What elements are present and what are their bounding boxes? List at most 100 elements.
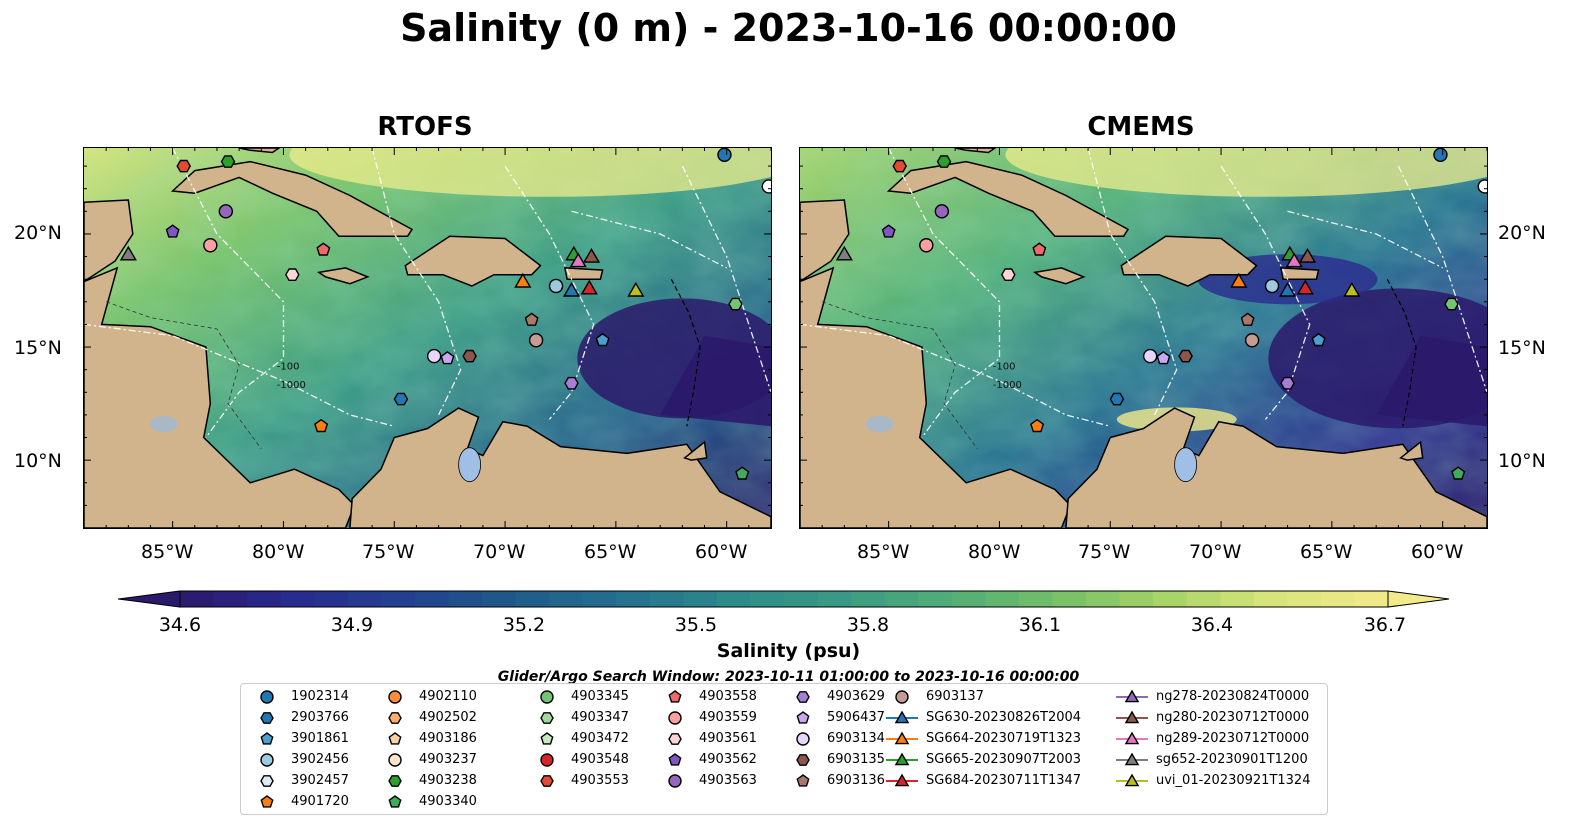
legend-item: 4903558 xyxy=(655,686,757,707)
legend-marker xyxy=(796,710,810,724)
legend-marker xyxy=(540,731,554,745)
legend-symbol xyxy=(388,711,402,724)
lake-maracaibo xyxy=(1174,447,1198,483)
map-panel-cmems: -100 -1000 xyxy=(799,147,1488,529)
float-marker xyxy=(218,204,234,219)
float-marker xyxy=(1477,179,1487,194)
colorbar-segment xyxy=(649,591,684,607)
contour-label: -1000 xyxy=(993,380,1022,391)
float-marker xyxy=(582,247,601,263)
colorbar-segment xyxy=(1253,591,1288,607)
float-marker xyxy=(627,281,645,297)
legend-item: 6903137 xyxy=(882,686,1081,707)
high-salinity-band xyxy=(1005,148,1487,197)
legend-item: 4903340 xyxy=(375,791,477,812)
legend-symbol xyxy=(1116,731,1148,744)
legend-symbol xyxy=(886,731,918,744)
legend-symbol xyxy=(668,732,682,745)
legend-symbol xyxy=(260,752,274,767)
legend-symbol xyxy=(540,774,554,787)
float-marker xyxy=(220,155,236,168)
legend-symbol xyxy=(260,689,274,704)
lon-tick-cmems-75: 75°W xyxy=(1078,541,1131,563)
contour-label: -100 xyxy=(277,362,300,373)
legend-item: 4903562 xyxy=(655,749,757,770)
legend-item: 2903766 xyxy=(247,707,349,728)
legend-label: 2903766 xyxy=(291,710,349,725)
float-marker xyxy=(203,238,218,253)
depth-contour xyxy=(106,301,262,450)
colorbar-segment xyxy=(1320,591,1356,607)
legend-item: 5906437 xyxy=(783,707,885,728)
figure-title: Salinity (0 m) - 2023-10-16 00:00:00 xyxy=(400,6,1177,50)
legend-marker xyxy=(1124,731,1140,744)
float-marker xyxy=(119,245,137,261)
legend-item: 4903472 xyxy=(527,728,629,749)
legend-label: 4903553 xyxy=(571,773,629,788)
legend-symbol xyxy=(260,794,274,808)
float-marker xyxy=(569,252,587,268)
float-marker xyxy=(934,204,950,219)
float-marker xyxy=(562,281,581,297)
float-marker xyxy=(1030,418,1045,433)
colorbar-segment xyxy=(482,591,517,607)
island-arc-contour xyxy=(1386,278,1417,427)
land-trinidad xyxy=(683,440,708,461)
legend-marker xyxy=(796,690,810,703)
float-marker xyxy=(524,312,539,326)
land-central-america xyxy=(800,266,1072,528)
legend-column: 6903137 SG630-20230826T2004 SG664-20230719… xyxy=(882,686,1081,791)
legend-symbol xyxy=(540,752,554,767)
legend-label: SG665-20230907T2003 xyxy=(926,752,1082,767)
colorbar-segment xyxy=(1119,591,1154,607)
island-arc-contour xyxy=(670,278,701,427)
legend-item: 6903136 xyxy=(783,770,885,791)
colorbar-segment xyxy=(750,591,785,607)
legend-marker xyxy=(540,711,554,724)
legend-marker xyxy=(540,689,554,704)
legend-item: 4903186 xyxy=(375,728,477,749)
float-marker xyxy=(1444,297,1459,311)
legend-label: 6903136 xyxy=(827,773,885,788)
colorbar-tick-35-5: 35.5 xyxy=(674,614,718,636)
legend-item: 4902502 xyxy=(375,707,477,728)
land-florida-tip xyxy=(238,148,281,154)
float-marker xyxy=(314,418,329,433)
float-marker xyxy=(881,224,896,238)
float-marker xyxy=(165,224,180,238)
legend-marker xyxy=(894,710,910,723)
legend-label: 4903238 xyxy=(419,773,477,788)
float-marker xyxy=(393,392,409,406)
legend-symbol xyxy=(388,689,402,704)
float-marker xyxy=(1296,279,1314,295)
colorbar-segment xyxy=(314,591,349,607)
legend-label: 6903137 xyxy=(926,689,984,704)
legend-marker xyxy=(894,731,910,744)
land-south-america xyxy=(349,407,771,528)
legend-marker xyxy=(894,752,910,765)
lon-tick-cmems-60: 60°W xyxy=(1411,541,1464,563)
legend-label: 4903347 xyxy=(571,710,629,725)
lon-tick-rtofs-70: 70°W xyxy=(473,541,526,563)
legend-symbol xyxy=(1116,710,1148,723)
legend-label: 4903563 xyxy=(699,773,757,788)
legend-marker xyxy=(796,753,810,766)
float-marker xyxy=(1230,272,1248,288)
float-marker xyxy=(1451,466,1466,480)
float-marker xyxy=(761,179,771,194)
float-marker xyxy=(717,148,732,162)
legend-column: 4903629 5906437 6903134 6903135 6903136 xyxy=(783,686,885,791)
legend-label: 6903134 xyxy=(827,731,885,746)
colorbar-extend-high xyxy=(1387,590,1450,608)
legend-item: 4903237 xyxy=(375,749,477,770)
legend-symbol xyxy=(796,773,810,787)
legend-column: 1902314 2903766 3901861 3902456 3902457 49017… xyxy=(247,686,349,812)
legend-marker xyxy=(1124,689,1140,702)
legend-item: ng280-20230712T0000 xyxy=(1112,707,1310,728)
colorbar-tick-34-9: 34.9 xyxy=(330,614,374,636)
colorbar-segment xyxy=(549,591,584,607)
float-marker xyxy=(1311,332,1326,347)
land-south-america xyxy=(1065,407,1487,528)
legend-item: 4902110 xyxy=(375,686,477,707)
lon-tick-rtofs-80: 80°W xyxy=(252,541,305,563)
